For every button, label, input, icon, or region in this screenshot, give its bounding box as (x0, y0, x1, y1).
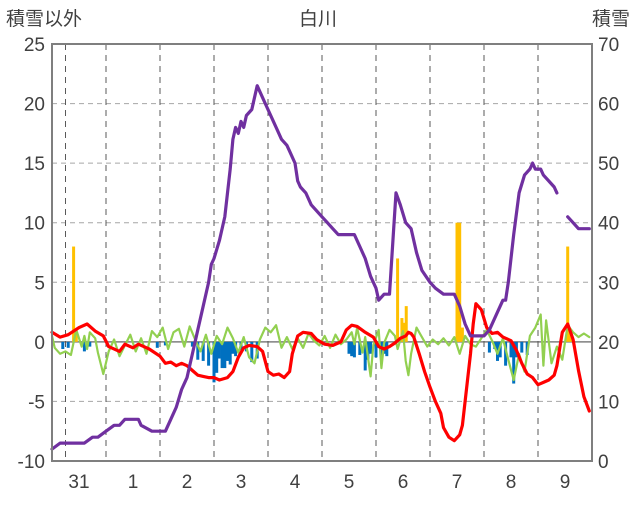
precipitation-bar (460, 327, 464, 342)
snow-change-bar (231, 341, 235, 354)
snow-change-bar (201, 341, 205, 361)
y-left-tick-label: -5 (28, 392, 45, 413)
snow-change-bar (379, 341, 383, 359)
y-right-tick-label: 40 (598, 214, 619, 235)
snow-change-bar (350, 341, 354, 357)
snow-change-bar (61, 341, 65, 350)
snow-change-bar (215, 341, 219, 373)
snow-change-bar (487, 341, 491, 353)
snow-change-bar (163, 341, 167, 346)
snow-change-bar (196, 341, 200, 360)
y-right-tick-label: 0 (598, 452, 609, 473)
snow-change-bar (223, 341, 227, 369)
snow-change-bar (369, 341, 373, 354)
snow-change-bar (509, 341, 513, 358)
snow-change-bar (234, 341, 238, 357)
snow-change-bar (228, 341, 232, 365)
snow-depth-2-line (566, 215, 591, 231)
y-left-axis-title: 積雪以外 (6, 8, 82, 30)
snow-change-bar (498, 341, 502, 358)
snow-change-bar (155, 341, 159, 348)
snow-change-bar (212, 341, 216, 383)
snow-change-bar (88, 341, 92, 347)
precipitation-bar (400, 318, 404, 342)
precipitation-bar (404, 306, 408, 342)
precipitation-bar (396, 258, 400, 342)
tick-labels: -10 -5 0 5 10 15 20 25 0 10 20 30 40 50 60 70 31 1 2 3 4 5 6 7 8… (18, 35, 620, 493)
y-left-tick-label: 10 (24, 214, 45, 235)
snow-change-bar (374, 341, 378, 358)
precipitation-bar (74, 333, 78, 342)
y-left-tick-label: -10 (18, 452, 45, 473)
y-right-tick-label: 30 (598, 273, 619, 294)
x-tick-label: 31 (68, 472, 89, 493)
x-tick-label: 4 (290, 472, 301, 493)
snow-change-bar (226, 341, 229, 361)
snow-change-bar (217, 341, 221, 359)
snow-change-bar (520, 341, 524, 353)
snow-change-bar (250, 341, 254, 363)
x-tick-label: 7 (452, 472, 463, 493)
y-right-tick-label: 70 (598, 35, 619, 56)
snow-change-bar (352, 341, 356, 358)
y-right-tick-label: 60 (598, 95, 619, 116)
snow-change-bar (82, 341, 86, 352)
precipitation-bar (566, 246, 570, 342)
x-tick-label: 9 (560, 472, 571, 493)
temperature-change-line (50, 313, 591, 382)
snow-change-bar (358, 341, 362, 355)
precipitation-bar (455, 222, 459, 342)
x-tick-label: 6 (398, 472, 409, 493)
precipitation-bar (458, 222, 462, 342)
snow-change-bar (347, 341, 351, 354)
y-right-tick-label: 20 (598, 333, 619, 354)
snow-change-bar (207, 341, 211, 366)
y-right-axis-title: 積雪 (592, 8, 630, 30)
temperature-line (50, 302, 591, 443)
x-tick-label: 2 (182, 472, 193, 493)
line-series (50, 84, 591, 451)
y-left-tick-label: 25 (24, 35, 45, 56)
x-tick-label: 1 (128, 472, 139, 493)
y-left-tick-label: 15 (24, 154, 45, 175)
y-left-tick-label: 5 (34, 273, 45, 294)
snow-change-bar (512, 341, 516, 384)
snow-change-bar (66, 341, 70, 348)
snow-change-bar (504, 341, 508, 366)
precipitation-bar (72, 246, 76, 342)
snow-change-bar (363, 341, 367, 371)
bar-series (61, 222, 572, 384)
chart-title: 白川 (299, 8, 337, 30)
y-left-tick-label: 0 (34, 333, 45, 354)
x-tick-label: 3 (236, 472, 247, 493)
y-right-tick-label: 50 (598, 154, 619, 175)
x-tick-label: 5 (344, 472, 355, 493)
plot-area-frame (51, 43, 593, 462)
snow-depth-line (50, 84, 559, 451)
snow-change-bar (190, 341, 194, 347)
x-tick-label: 8 (506, 472, 517, 493)
y-left-tick-label: 20 (24, 95, 45, 116)
y-right-tick-label: 10 (598, 392, 619, 413)
snow-change-bar (220, 341, 224, 369)
